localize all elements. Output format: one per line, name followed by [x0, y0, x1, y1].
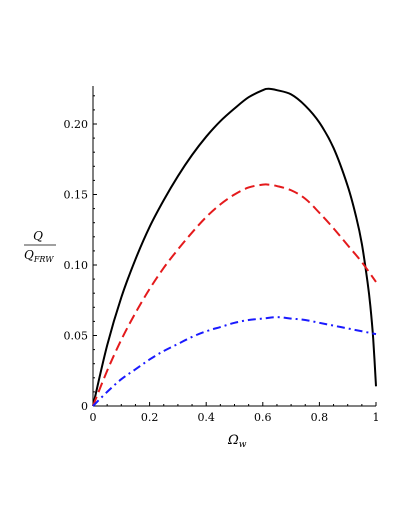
y-tick-label: 0.10 [64, 259, 89, 272]
y-axis-label-denominator: QFRW [24, 248, 54, 264]
axes: 0 0.2 0.4 0.6 0.8 1 0 0.05 0.10 0.15 0.20 [64, 86, 380, 424]
y-axis-label-den-sub: FRW [33, 255, 54, 264]
x-tick-label: 0 [90, 411, 97, 424]
y-axis-label: Q QFRW [24, 229, 56, 264]
series-red-dashed [92, 183, 377, 407]
y-ticks: 0 0.05 0.10 0.15 0.20 [64, 95, 97, 413]
y-tick-label: 0 [81, 400, 88, 413]
series-black-solid [92, 87, 377, 407]
y-axis-label-den-main: Q [24, 248, 34, 262]
y-tick-label: 0.20 [64, 118, 89, 131]
x-tick-label: 1 [373, 411, 380, 424]
series-blue-dashdot [92, 316, 377, 407]
y-tick-label: 0.15 [64, 189, 89, 202]
x-axis-label-main: Ω [227, 433, 239, 448]
x-tick-label: 0.4 [197, 411, 215, 424]
x-tick-label: 0.2 [141, 411, 159, 424]
x-tick-label: 0.6 [254, 411, 272, 424]
x-ticks: 0 0.2 0.4 0.6 0.8 1 [90, 402, 380, 424]
x-axis-label: Ωw [227, 433, 247, 450]
y-axis-label-numerator: Q [33, 229, 43, 243]
y-tick-label: 0.05 [64, 330, 89, 343]
x-tick-label: 0.8 [311, 411, 329, 424]
series-layer [92, 87, 377, 407]
x-axis-label-sub: w [239, 440, 247, 450]
